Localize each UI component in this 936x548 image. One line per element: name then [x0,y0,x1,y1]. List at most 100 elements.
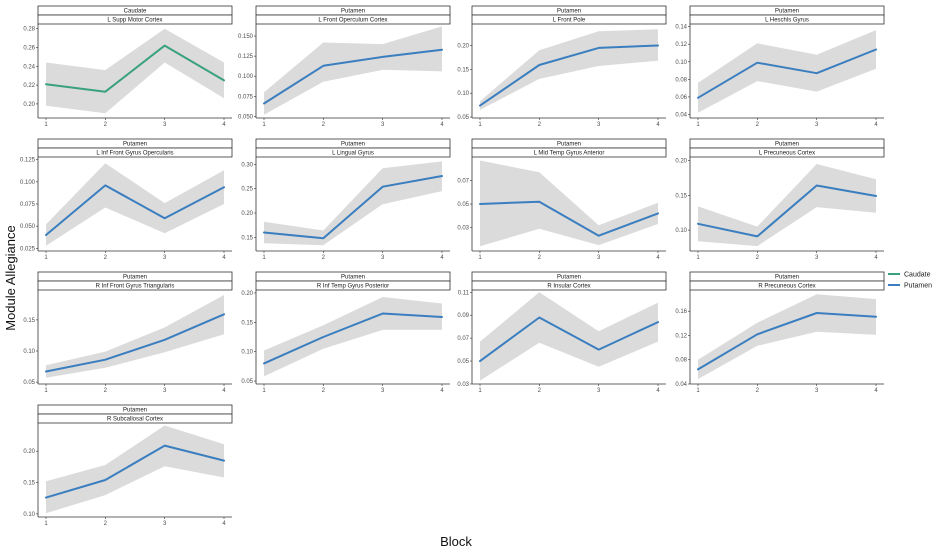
x-tick-label: 1 [478,122,482,128]
strip-region-label: L Inf Front Gyrus Opercularis [96,151,173,157]
legend-label-caudate: Caudate [904,272,931,279]
y-tick-label: 0.050 [238,114,254,120]
y-tick-label: 0.100 [20,180,36,186]
strip-region-l-front-pole [471,14,667,25]
series-line-putamen [45,444,225,499]
y-tick-label: 0.10 [241,350,253,356]
x-tick-label: 2 [538,122,542,128]
y-tick-label: 0.10 [675,228,687,234]
y-tick-label: 0.09 [457,313,469,319]
strip-region-label: R Precuneous Cortex [758,284,815,290]
confidence-band [698,164,876,247]
facet-l-front-operculum-cortex: Putamen L Front Operculum Cortex 0.050 0.07… [238,5,451,128]
legend: Caudate Putamen [888,272,932,290]
strip-region-label: L Mid Temp Gyrus Anterior [534,151,605,157]
y-tick-label: 0.05 [241,379,253,385]
x-tick-label: 1 [262,388,266,394]
x-tick-label: 3 [815,388,819,394]
y-tick-label: 0.20 [241,211,253,217]
x-tick-label: 1 [696,122,700,128]
series-line-putamen [479,44,659,107]
x-tick-label: 3 [597,388,601,394]
x-tick-label: 1 [44,122,48,128]
x-tick-label: 3 [597,255,601,261]
strip-group-label: Putamen [123,142,147,148]
x-tick-label: 3 [163,255,167,261]
confidence-band [698,294,876,380]
y-tick-label: 0.15 [241,235,253,241]
strip-group-label: Caudate [124,9,147,15]
facet-r-insular-cortex: Putamen R Insular Cortex 0.03 0.05 0.07 0.09 0… [457,271,667,394]
strip-region-label: R Subcallosal Cortex [107,417,163,423]
y-tick-label: 0.075 [20,202,36,208]
x-tick-label: 2 [756,122,760,128]
y-tick-label: 0.16 [675,309,687,315]
series-line-putamen [263,48,443,105]
x-tick-label: 4 [874,255,878,261]
confidence-band [46,163,224,246]
x-tick-label: 2 [104,388,108,394]
x-tick-label: 2 [104,521,108,527]
x-tick-label: 4 [440,122,444,128]
strip-group-label: Putamen [775,275,799,281]
y-tick-label: 0.03 [457,382,469,388]
strip-region-l-lingual-gyrus [255,147,451,158]
x-tick-label: 3 [381,122,385,128]
confidence-band [46,28,224,114]
x-tick-label: 2 [756,388,760,394]
confidence-band [264,26,442,115]
y-tick-label: 0.05 [457,115,469,121]
x-tick-label: 1 [478,255,482,261]
y-tick-label: 0.12 [675,333,687,339]
x-tick-label: 1 [44,255,48,261]
y-tick-label: 0.125 [20,158,36,164]
y-tick-label: 0.11 [458,290,470,296]
strip-region-label: L Front Operculum Cortex [318,18,387,24]
x-tick-label: 2 [104,255,108,261]
legend-label-putamen: Putamen [904,283,932,290]
strip-region-l-front-operculum-cortex [255,14,451,25]
x-tick-label: 4 [656,388,660,394]
x-tick-label: 2 [322,388,326,394]
strip-group-label: Putamen [341,142,365,148]
strip-region-l-mid-temp-gyrus-anterior [471,147,667,158]
x-tick-label: 1 [696,388,700,394]
confidence-band [264,161,442,246]
facet-l-inf-front-gyrus-opercularis: Putamen L Inf Front Gyrus Opercularis 0.02… [20,138,233,261]
x-tick-label: 4 [222,122,226,128]
strip-region-label: R Insular Cortex [547,284,590,290]
x-tick-label: 4 [656,122,660,128]
strip-group-label: Putamen [341,9,365,15]
y-tick-label: 0.025 [20,246,36,252]
x-tick-label: 2 [538,255,542,261]
y-tick-label: 0.15 [457,67,469,73]
y-tick-label: 0.10 [23,512,35,518]
x-tick-label: 4 [440,388,444,394]
x-tick-label: 2 [322,255,326,261]
y-tick-label: 0.10 [457,91,469,97]
x-axis-title: Block [440,534,472,548]
facet-l-precuneous-cortex: Putamen L Precuneous Cortex 0.10 0.15 0.20 1 2… [675,138,885,261]
facet-panels: Caudate L Supp Motor Cortex 0.20 0.22 0.24 0.… [20,5,885,527]
strip-region-r-insular-cortex [471,280,667,291]
y-tick-label: 0.15 [23,481,35,487]
x-tick-label: 3 [815,255,819,261]
x-tick-label: 4 [874,388,878,394]
confidence-band [46,425,224,514]
y-tick-label: 0.03 [457,226,469,232]
y-tick-label: 0.05 [457,359,469,365]
y-tick-label: 0.08 [675,358,687,364]
strip-region-r-subcallosal-cortex [37,413,233,424]
series-line-putamen [697,184,877,238]
series-line-putamen [45,184,225,236]
strip-group-label: Putamen [341,275,365,281]
y-tick-label: 0.04 [675,382,687,388]
y-tick-label: 0.08 [675,77,687,83]
series-line-putamen [45,313,225,373]
y-tick-label: 0.12 [675,42,687,48]
x-tick-label: 3 [163,388,167,394]
y-tick-label: 0.10 [23,349,35,355]
facet-r-subcallosal-cortex: Putamen R Subcallosal Cortex 0.10 0.15 0.20 1… [23,404,233,527]
confidence-band [480,160,658,247]
series-line-putamen [263,312,443,365]
